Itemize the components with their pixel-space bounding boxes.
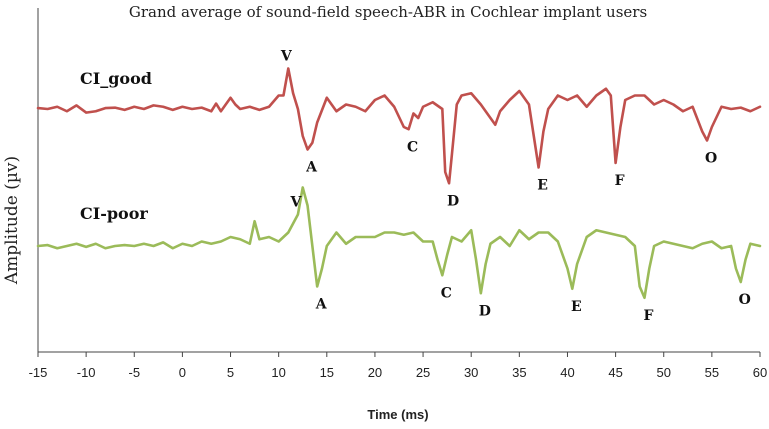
series-layer: CI_good V A C D E F O CI-poor V A C D E F O	[36, 49, 762, 324]
series-name-label: CI-poor	[80, 204, 148, 223]
peak-label: F	[615, 173, 625, 189]
x-tick-label: 25	[416, 365, 430, 380]
x-tick-label: 50	[656, 365, 670, 380]
peak-label: C	[407, 139, 418, 155]
peak-label: F	[644, 308, 654, 324]
peak-label: O	[705, 151, 717, 167]
x-tick-label: 55	[705, 365, 719, 380]
peak-label: E	[571, 299, 582, 315]
peak-label: A	[305, 160, 318, 176]
chart-title: Grand average of sound-field speech-ABR …	[129, 3, 647, 21]
x-tick-label: 0	[179, 365, 186, 380]
peak-label: A	[315, 297, 328, 313]
peak-label: V	[289, 195, 302, 211]
y-axis-label: Amplitude (µv)	[2, 156, 22, 285]
series-ci-good: CI_good V A C D E F O	[36, 49, 762, 209]
x-tick-label: 60	[753, 365, 767, 380]
x-tick-label: -10	[77, 365, 96, 380]
peak-label: V	[280, 49, 293, 65]
series-ci-poor: CI-poor V A C D E F O	[36, 186, 762, 324]
x-axis-label: Time (ms)	[367, 407, 428, 422]
x-tick-label: -15	[29, 365, 48, 380]
series-name-label: CI_good	[80, 69, 152, 88]
x-tick-label: 10	[271, 365, 285, 380]
peak-label: E	[537, 178, 548, 194]
x-tick-label: -5	[128, 365, 140, 380]
peak-label: D	[447, 193, 459, 209]
x-tick-label: 35	[512, 365, 526, 380]
x-tick-label: 5	[227, 365, 234, 380]
series-line	[36, 186, 762, 300]
x-tick-label: 15	[320, 365, 334, 380]
x-tick-label: 45	[608, 365, 622, 380]
x-axis-ticks: -15 -10 -5 0 5 10 15 20 25 30 35 40 45 50 55 60	[29, 352, 767, 380]
x-tick-label: 30	[464, 365, 478, 380]
peak-label: D	[479, 303, 491, 319]
series-line	[36, 67, 762, 185]
peak-label: C	[441, 285, 452, 301]
x-tick-label: 20	[368, 365, 382, 380]
x-tick-label: 40	[560, 365, 574, 380]
peak-label: O	[739, 292, 751, 308]
